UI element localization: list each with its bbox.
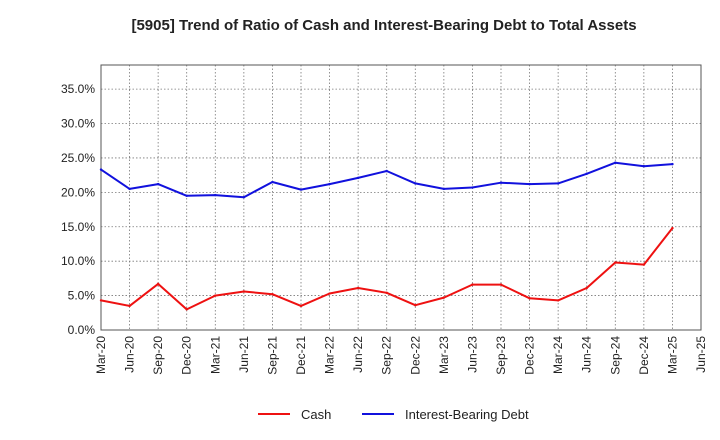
y-axis-tick-labels: 0.0% 5.0% 10.0% 15.0% 20.0% 25.0% 30.0% 35.0% [61,82,95,337]
interest-bearing-debt-point [242,195,246,199]
cash-point [271,293,274,296]
x-tick-label: Jun-24 [580,336,594,373]
y-tick-label: 15.0% [61,220,95,234]
y-tick-label: 20.0% [61,185,95,199]
data-series [99,161,674,311]
cash-point [156,282,160,286]
interest-bearing-debt-point [442,187,446,191]
cash-point [99,299,103,302]
x-tick-label: Jun-20 [123,336,137,373]
interest-bearing-debt-point [614,161,617,164]
interest-bearing-debt-point [671,162,674,166]
cash-point [642,263,646,266]
cash-point [556,299,560,302]
interest-bearing-debt-point [299,188,303,191]
y-tick-label: 5.0% [68,289,96,303]
cash-point [528,297,531,300]
x-tick-label: Sep-21 [265,336,279,375]
y-tick-label: 10.0% [61,254,95,268]
cash-point [671,226,674,230]
x-tick-label: Dec-22 [408,336,422,375]
cash-point [356,286,360,290]
cash-point [299,304,303,308]
interest-bearing-debt-point [328,182,331,186]
interest-bearing-debt-point [499,181,503,184]
x-tick-label: Mar-21 [208,336,222,374]
cash-point [585,286,588,290]
interest-bearing-debt-point [128,187,131,191]
cash-point [128,304,131,308]
x-tick-label: Dec-23 [523,336,537,375]
cash-point [614,261,617,264]
interest-bearing-debt-point [214,193,217,197]
cash-point [385,291,388,295]
interest-bearing-debt-point [556,182,560,185]
x-tick-label: Jun-21 [237,336,251,373]
x-tick-label: Mar-24 [551,336,565,374]
x-tick-label: Mar-22 [323,336,337,374]
interest-bearing-debt-point [156,182,160,186]
legend: Cash Interest-Bearing Debt [258,407,529,422]
legend-interest-bearing-debt-label: Interest-Bearing Debt [405,407,529,422]
cash-point [328,292,331,295]
x-tick-label: Mar-25 [665,336,679,374]
x-tick-label: Dec-21 [294,336,308,375]
cash-point [414,304,417,307]
interest-bearing-debt-point [642,164,646,168]
interest-bearing-debt-point [271,180,274,184]
cash-point [214,294,217,297]
x-tick-label: Dec-20 [180,336,194,375]
x-tick-label: Jun-25 [694,336,708,373]
x-tick-label: Sep-22 [380,336,394,375]
cash-point [499,283,503,286]
plot-frame [100,64,702,331]
x-tick-label: Sep-23 [494,336,508,375]
x-tick-label: Jun-22 [351,336,365,373]
interest-bearing-debt-point [356,176,360,180]
interest-bearing-debt-point [185,194,188,197]
y-tick-label: 30.0% [61,117,95,131]
interest-bearing-debt-point [385,169,388,173]
axes [100,64,702,331]
grid-lines [100,65,702,330]
x-tick-label: Sep-20 [151,336,165,375]
y-tick-label: 35.0% [61,82,95,96]
interest-bearing-debt-point [585,172,588,175]
y-tick-label: 0.0% [68,323,96,337]
x-tick-label: Dec-24 [637,336,651,375]
cash-point [471,283,474,286]
x-tick-label: Mar-23 [437,336,451,374]
x-axis-tick-labels: Mar-20 Jun-20 Sep-20 Dec-20 Mar-21 Jun-21 Sep-… [94,336,708,375]
interest-bearing-debt-point [414,182,417,185]
x-tick-label: Jun-23 [465,336,479,373]
cash-point [185,308,188,311]
chart-title: [5905] Trend of Ratio of Cash and Intere… [131,17,636,34]
interest-bearing-debt-point [471,186,474,189]
x-tick-label: Sep-24 [608,336,622,375]
cash-point [242,290,246,293]
legend-cash-label: Cash [301,407,331,422]
y-tick-label: 25.0% [61,151,95,165]
interest-bearing-debt-point [528,182,531,186]
cash-point [442,296,446,299]
interest-bearing-debt-point [99,168,103,171]
x-tick-label: Mar-20 [94,336,108,374]
